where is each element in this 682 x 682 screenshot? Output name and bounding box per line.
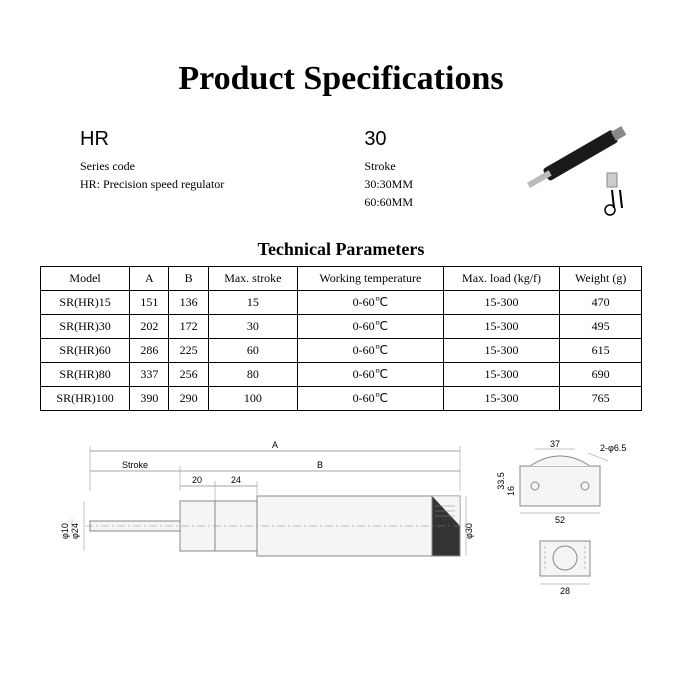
main-diagram: A Stroke B 20 24 [60,440,474,556]
svg-text:2-φ6.5: 2-φ6.5 [600,443,626,453]
table-cell: SR(HR)15 [41,291,130,315]
stroke-label: Stroke [364,157,413,175]
table-cell: 15-300 [443,387,560,411]
svg-text:16: 16 [506,486,516,496]
svg-text:A: A [272,440,278,450]
section-title: Technical Parameters [40,239,642,260]
table-row: SR(HR)15151136150-60℃15-300470 [41,291,642,315]
table-cell: SR(HR)60 [41,339,130,363]
table-cell: 495 [560,315,642,339]
table-cell: 337 [130,363,169,387]
table-cell: 286 [130,339,169,363]
series-label: Series code [80,157,224,175]
stroke-code: 30 [364,128,413,151]
stroke-desc2: 60:60MM [364,193,413,211]
table-cell: 615 [560,339,642,363]
svg-text:φ30: φ30 [464,523,474,539]
table-header: Max. stroke [208,267,297,291]
table-header: A [130,267,169,291]
table-cell: 470 [560,291,642,315]
table-cell: 60 [208,339,297,363]
table-header: Weight (g) [560,267,642,291]
table-cell: 0-60℃ [297,339,443,363]
header: HR Series code HR: Precision speed regul… [80,128,642,211]
table-header: Working temperature [297,267,443,291]
table-cell: SR(HR)30 [41,315,130,339]
svg-text:φ24: φ24 [70,523,80,539]
table-row: SR(HR)30202172300-60℃15-300495 [41,315,642,339]
table-cell: SR(HR)100 [41,387,130,411]
page-title: Product Specifications [40,60,642,98]
table-cell: 0-60℃ [297,315,443,339]
table-cell: 765 [560,387,642,411]
table-cell: 690 [560,363,642,387]
table-cell: 15-300 [443,339,560,363]
svg-text:Stroke: Stroke [122,460,148,470]
table-cell: 80 [208,363,297,387]
table-cell: 15-300 [443,291,560,315]
table-cell: 390 [130,387,169,411]
table-cell: 136 [169,291,208,315]
table-cell: 202 [130,315,169,339]
table-header: Model [41,267,130,291]
table-row: SR(HR)80337256800-60℃15-300690 [41,363,642,387]
svg-text:φ10: φ10 [60,523,70,539]
table-cell: 256 [169,363,208,387]
svg-text:20: 20 [192,475,202,485]
table-cell: 15-300 [443,363,560,387]
table-cell: 290 [169,387,208,411]
svg-text:28: 28 [560,586,570,596]
table-cell: 0-60℃ [297,363,443,387]
table-cell: 151 [130,291,169,315]
series-desc: HR: Precision speed regulator [80,175,224,193]
table-row: SR(HR)1003902901000-60℃15-300765 [41,387,642,411]
stroke-desc1: 30:30MM [364,175,413,193]
table-cell: 172 [169,315,208,339]
svg-text:33.5: 33.5 [496,472,506,490]
svg-text:37: 37 [550,439,560,449]
table-cell: 30 [208,315,297,339]
table-header: B [169,267,208,291]
bracket-front-view: 28 [540,541,590,596]
svg-text:B: B [317,460,323,470]
table-header: Max. load (kg/f) [443,267,560,291]
svg-text:52: 52 [555,515,565,525]
table-cell: 0-60℃ [297,387,443,411]
table-cell: 15 [208,291,297,315]
table-cell: 225 [169,339,208,363]
technical-drawing: A Stroke B 20 24 [40,431,642,611]
table-row: SR(HR)60286225600-60℃15-300615 [41,339,642,363]
product-image [512,118,652,223]
table-cell: SR(HR)80 [41,363,130,387]
svg-text:24: 24 [231,475,241,485]
table-cell: 100 [208,387,297,411]
table-cell: 15-300 [443,315,560,339]
spec-table: ModelABMax. strokeWorking temperatureMax… [40,266,642,411]
bracket-top-view: 37 2-φ6.5 16 33.5 52 [496,439,626,525]
table-cell: 0-60℃ [297,291,443,315]
header-left: HR Series code HR: Precision speed regul… [80,128,224,211]
header-right: 30 Stroke 30:30MM 60:60MM [364,128,413,211]
series-code: HR [80,128,224,151]
